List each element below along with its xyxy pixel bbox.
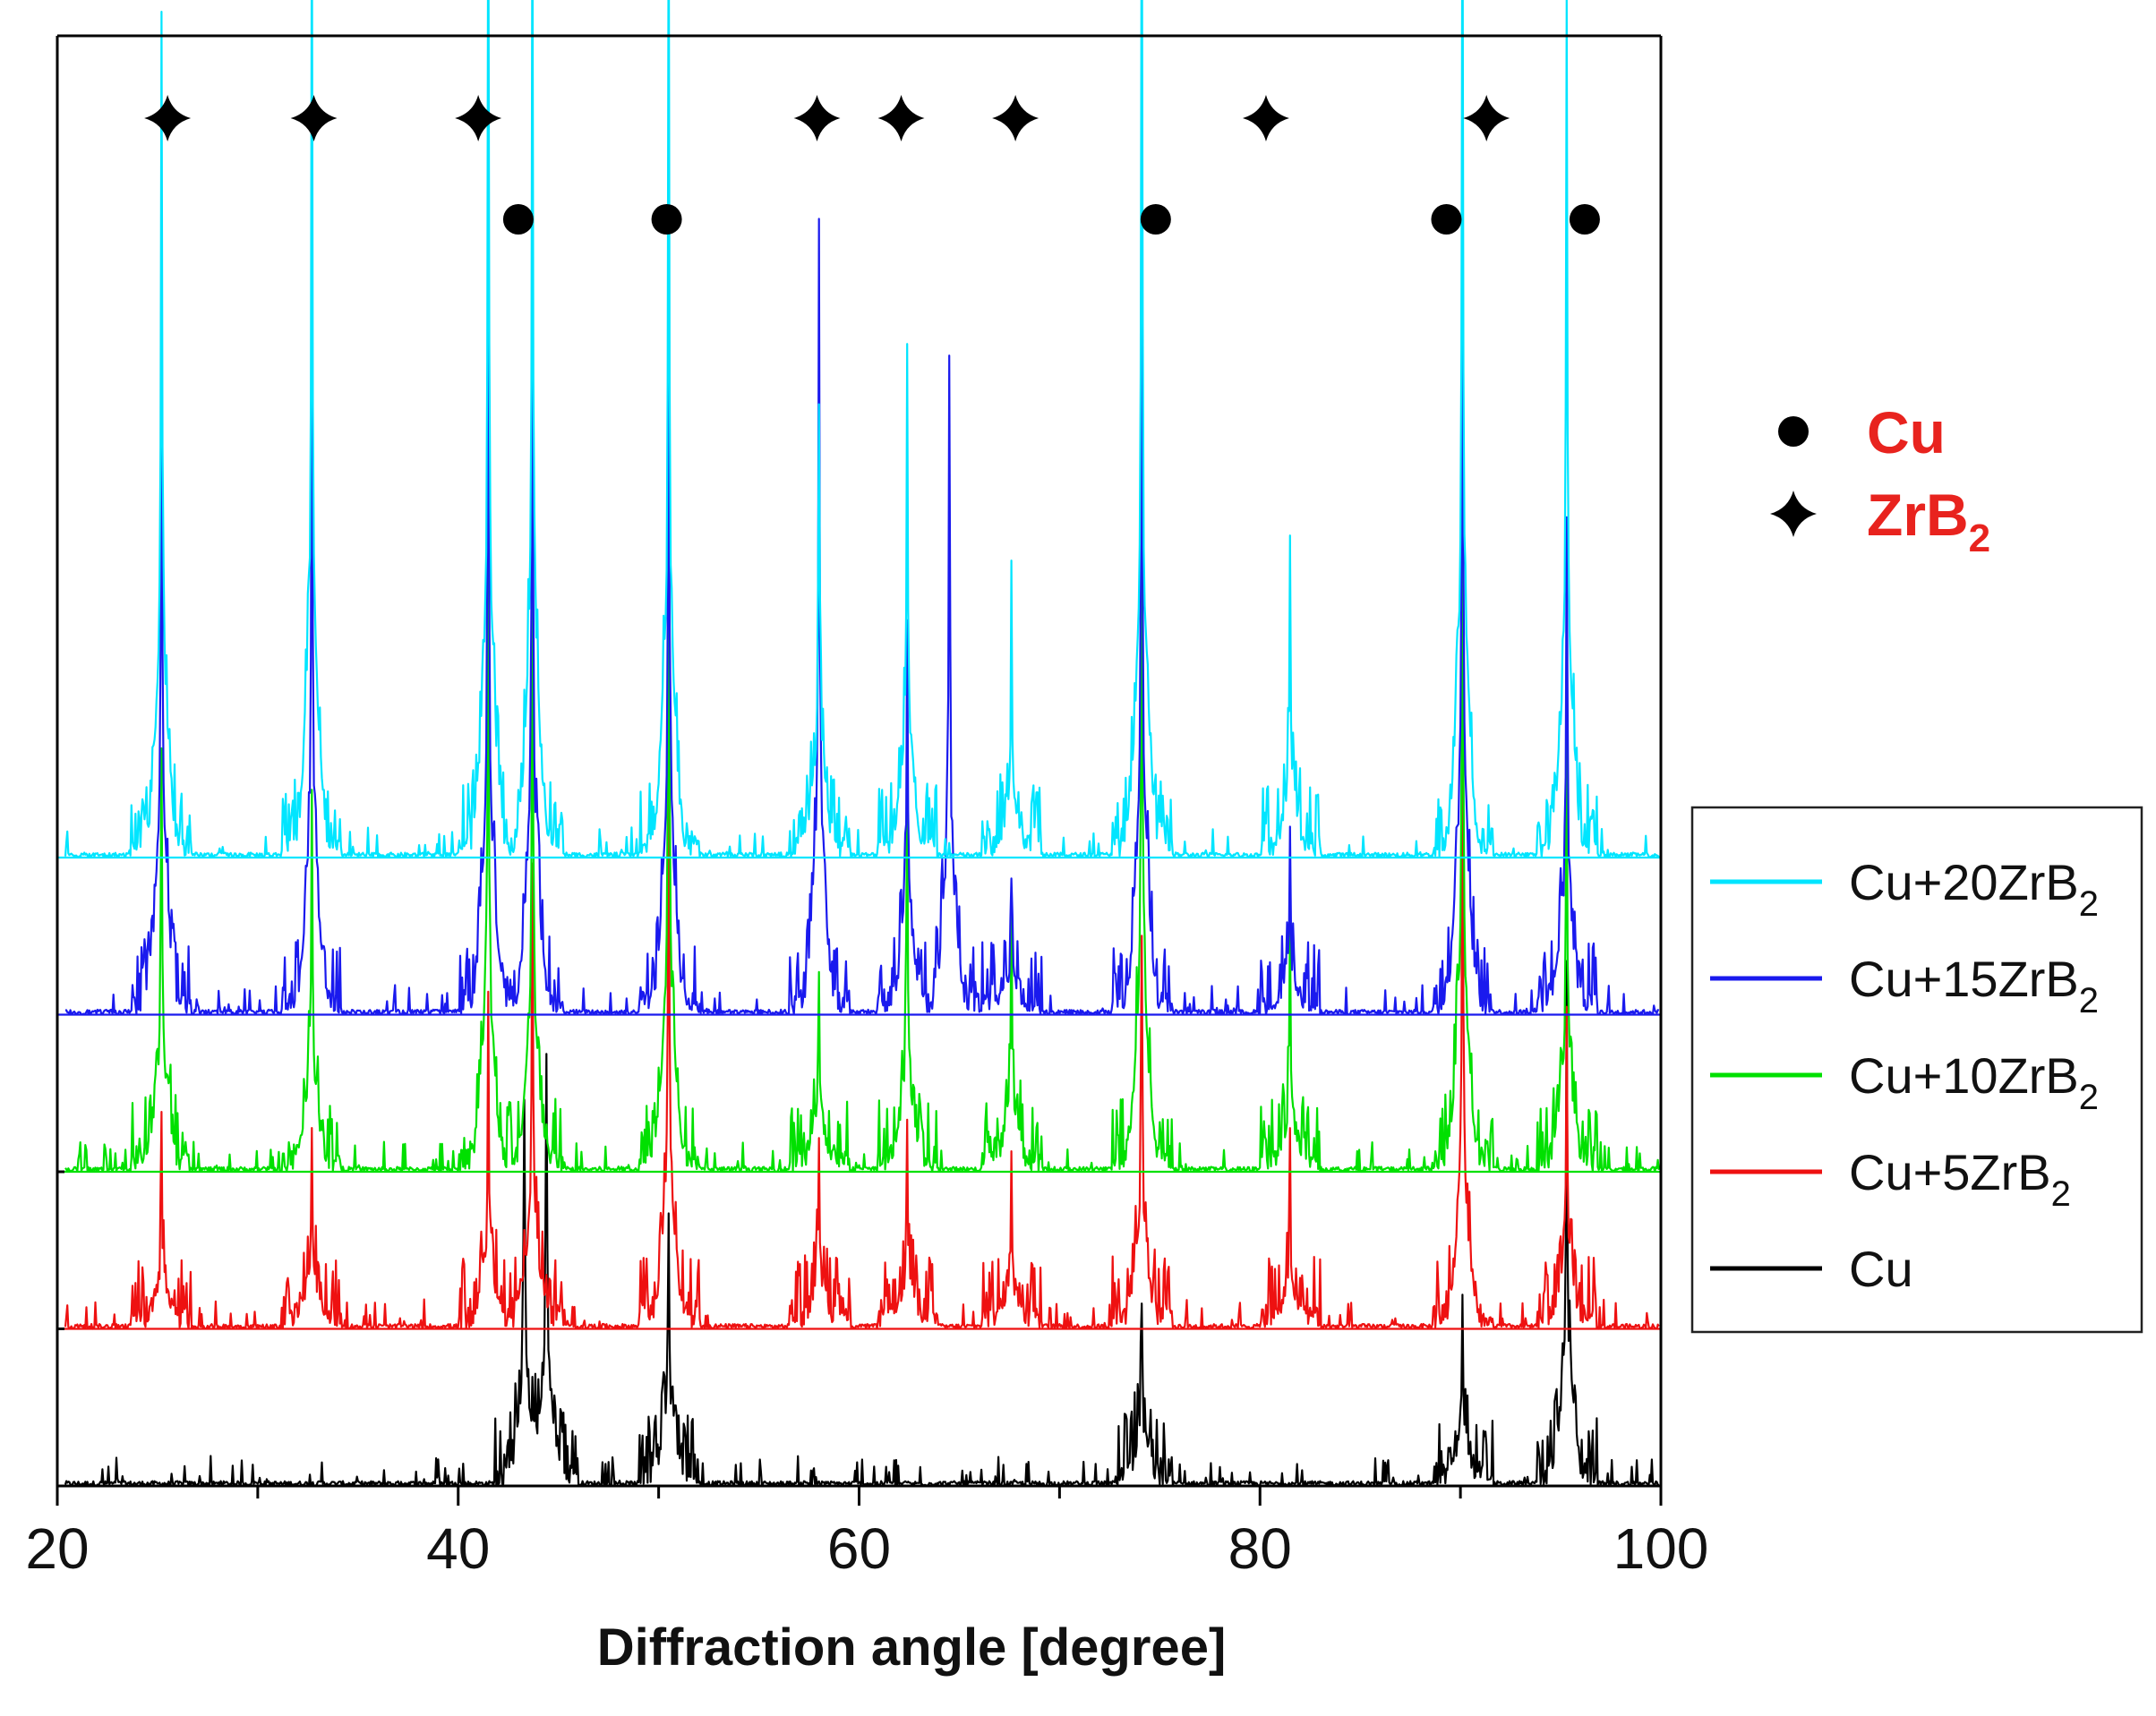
x-tick-label-2: 60 bbox=[827, 1516, 891, 1581]
zrb2-peak-marker-3 bbox=[793, 95, 841, 141]
zrb2-peak-marker-1 bbox=[290, 95, 338, 141]
series-line-cu-10zrb2 bbox=[64, 387, 1660, 1173]
x-tick-label-0: 20 bbox=[25, 1516, 89, 1581]
phase-legend-label-sub: 2 bbox=[1969, 517, 1990, 560]
series-legend-label-main: Cu+20ZrB bbox=[1849, 854, 2079, 910]
zrb2-peak-marker-7 bbox=[1463, 95, 1510, 141]
cu-peak-marker-2 bbox=[1140, 204, 1171, 235]
cu-peak-marker-1 bbox=[651, 204, 682, 235]
axes-layer: 20 40 60 80 100 bbox=[25, 34, 1709, 1581]
series-legend-label-0: Cu+20ZrB2 bbox=[1849, 854, 2099, 924]
phase-legend-label-1: ZrB2 bbox=[1867, 482, 1990, 560]
x-tick-label-3: 80 bbox=[1228, 1516, 1292, 1581]
cu-peak-marker-4 bbox=[1569, 204, 1600, 235]
x-axis-title: Diffraction angle [degree] bbox=[597, 1618, 1227, 1677]
series-legend-label-4: Cu bbox=[1849, 1241, 1913, 1297]
phase-legend-label-main: ZrB bbox=[1867, 482, 1969, 548]
series-legend-label-main: Cu+15ZrB bbox=[1849, 951, 2079, 1007]
series-line-cu-15zrb2 bbox=[64, 90, 1660, 1016]
zrb2-peak-marker-6 bbox=[1242, 95, 1289, 141]
series-line-cu-5zrb2 bbox=[64, 729, 1660, 1330]
phase-legend-label-main: Cu bbox=[1867, 399, 1946, 465]
series-line-cu-20zrb2 bbox=[64, 0, 1660, 858]
series-line-cu bbox=[64, 960, 1660, 1488]
series-legend-label-sub: 2 bbox=[2079, 884, 2099, 924]
series-legend-label-1: Cu+15ZrB2 bbox=[1849, 951, 2099, 1020]
phase-legend-label-0: Cu bbox=[1867, 399, 1946, 465]
series-legend-label-3: Cu+5ZrB2 bbox=[1849, 1144, 2071, 1214]
phase-legend-zrb2-symbol bbox=[1770, 491, 1817, 537]
phase-legend: Cu ZrB2 bbox=[1770, 399, 1990, 560]
zrb2-peak-marker-4 bbox=[877, 95, 925, 141]
zrb2-peak-marker-2 bbox=[455, 95, 502, 141]
x-tick-label-4: 100 bbox=[1613, 1516, 1709, 1581]
zrb2-peak-marker-5 bbox=[992, 95, 1040, 141]
series-legend-label-main: Cu bbox=[1849, 1241, 1913, 1297]
x-tick-label-1: 40 bbox=[426, 1516, 490, 1581]
series-legend-label-main: Cu+5ZrB bbox=[1849, 1144, 2051, 1200]
phase-marker-layer bbox=[144, 95, 1600, 235]
phase-legend-cu-symbol bbox=[1778, 416, 1809, 447]
series-legend-label-sub: 2 bbox=[2051, 1174, 2071, 1214]
cu-peak-marker-3 bbox=[1431, 204, 1462, 235]
series-legend-label-sub: 2 bbox=[2079, 1078, 2099, 1117]
series-legend-label-main: Cu+10ZrB bbox=[1849, 1047, 2079, 1104]
series-legend-label-2: Cu+10ZrB2 bbox=[1849, 1047, 2099, 1117]
series-legend-box bbox=[1690, 806, 2143, 1334]
series-legend-label-sub: 2 bbox=[2079, 981, 2099, 1020]
zrb2-peak-marker-0 bbox=[144, 95, 192, 141]
cu-peak-marker-0 bbox=[502, 204, 534, 235]
